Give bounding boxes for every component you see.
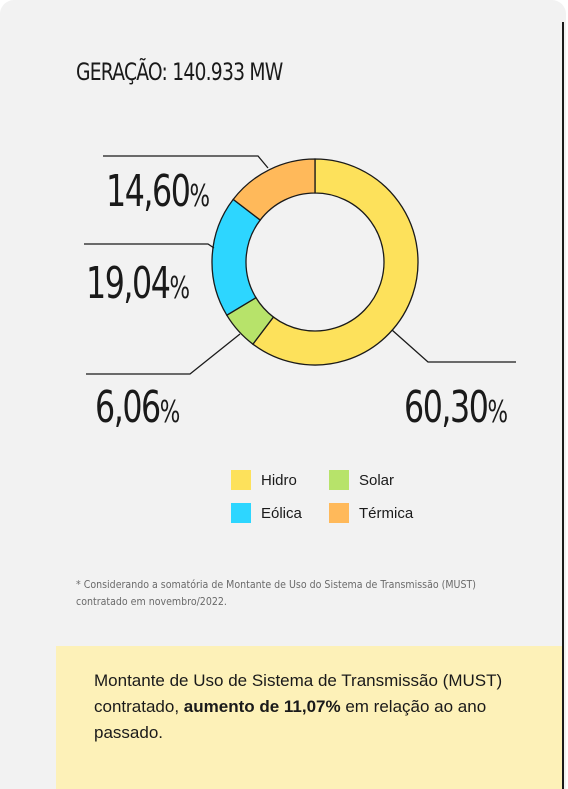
label-solar-unit: % — [159, 395, 181, 430]
label-eolica-value: 19,04 — [86, 258, 171, 309]
callout-highlight: aumento de 11,07% — [183, 697, 341, 716]
leader-line-hidro — [391, 329, 516, 363]
legend-swatch-eolica — [231, 503, 251, 523]
label-termica: 14,60% — [106, 170, 210, 214]
callout-text: Montante de Uso de Sistema de Transmissã… — [94, 668, 534, 746]
callout-text-start: Montante de Uso de Sistema de Transmissã… — [94, 671, 503, 716]
legend-label-solar: Solar — [359, 471, 395, 489]
right-divider — [562, 22, 564, 789]
chart-title: GERAÇÃO: 140.933 MW — [76, 58, 283, 86]
slice-hidro — [251, 158, 419, 366]
label-hidro-value: 60,30 — [404, 382, 489, 433]
legend-label-eolica: Eólica — [261, 504, 302, 522]
legend-item-eolica: Eólica — [231, 503, 302, 523]
legend-swatch-termica — [329, 503, 349, 523]
legend-item-solar: Solar — [329, 470, 394, 490]
legend-swatch-solar — [329, 470, 349, 490]
callout-text-end: em relação ao ano passado. — [94, 697, 487, 742]
label-hidro: 60,30% — [404, 386, 508, 430]
label-hidro-unit: % — [487, 395, 509, 430]
leader-line-eolica — [84, 243, 215, 249]
footnote: * Considerando a somatória de Montante d… — [76, 578, 476, 608]
callout-box: Montante de Uso de Sistema de Transmissã… — [56, 646, 562, 789]
legend-item-termica: Térmica — [329, 503, 413, 523]
leader-line-termica — [103, 155, 269, 169]
slice-termica — [232, 158, 316, 221]
label-eolica: 19,04% — [86, 262, 190, 306]
label-solar: 6,06% — [95, 386, 180, 430]
label-termica-unit: % — [189, 179, 211, 214]
legend-swatch-hidro — [231, 470, 251, 490]
legend-item-hidro: Hidro — [231, 470, 297, 490]
label-solar-value: 6,06 — [95, 382, 161, 433]
legend-label-termica: Térmica — [359, 504, 414, 522]
slice-eolica — [211, 198, 262, 317]
leader-line-solar — [86, 333, 241, 375]
label-eolica-unit: % — [169, 271, 191, 306]
label-termica-value: 14,60 — [106, 166, 191, 217]
legend-label-hidro: Hidro — [261, 471, 297, 489]
